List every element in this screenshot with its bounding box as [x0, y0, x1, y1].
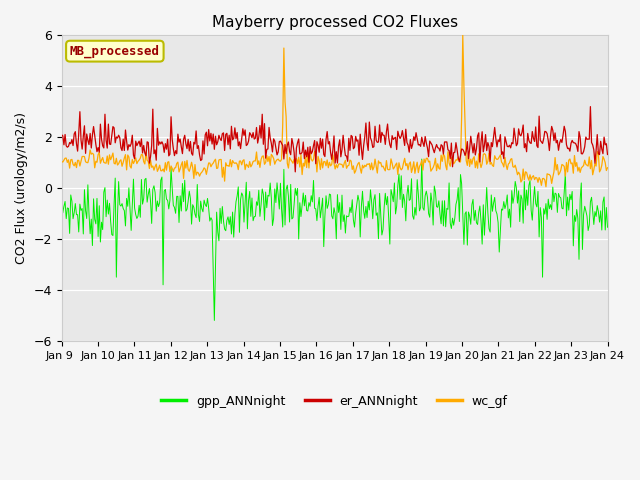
er_ANNnight [291, 169, 299, 175]
wc_gf [604, 165, 611, 170]
wc_gf [288, 158, 296, 164]
gpp_ANNnight [418, 156, 426, 162]
gpp_ANNnight [228, 209, 236, 215]
wc_gf [228, 164, 236, 169]
er_ANNnight [228, 123, 236, 129]
Text: MB_processed: MB_processed [70, 45, 160, 58]
er_ANNnight [555, 147, 563, 153]
gpp_ANNnight [289, 215, 297, 221]
gpp_ANNnight [58, 180, 65, 185]
er_ANNnight [288, 136, 296, 142]
gpp_ANNnight [461, 211, 469, 216]
gpp_ANNnight [211, 318, 218, 324]
wc_gf [459, 33, 467, 38]
wc_gf [460, 84, 468, 89]
gpp_ANNnight [604, 224, 611, 230]
wc_gf [58, 159, 65, 165]
er_ANNnight [460, 149, 468, 155]
Legend: gpp_ANNnight, er_ANNnight, wc_gf: gpp_ANNnight, er_ANNnight, wc_gf [156, 390, 513, 413]
wc_gf [556, 170, 563, 176]
er_ANNnight [390, 135, 398, 141]
er_ANNnight [364, 147, 372, 153]
er_ANNnight [604, 152, 611, 157]
Y-axis label: CO2 Flux (urology/m2/s): CO2 Flux (urology/m2/s) [15, 112, 28, 264]
Line: gpp_ANNnight: gpp_ANNnight [61, 159, 607, 321]
wc_gf [364, 161, 371, 167]
wc_gf [389, 166, 397, 172]
er_ANNnight [587, 104, 595, 109]
Line: er_ANNnight: er_ANNnight [61, 107, 607, 172]
Title: Mayberry processed CO2 Fluxes: Mayberry processed CO2 Fluxes [211, 15, 458, 30]
Line: wc_gf: wc_gf [61, 36, 607, 187]
gpp_ANNnight [364, 198, 372, 204]
gpp_ANNnight [390, 180, 398, 186]
er_ANNnight [58, 132, 65, 138]
gpp_ANNnight [556, 194, 563, 200]
wc_gf [542, 184, 550, 190]
